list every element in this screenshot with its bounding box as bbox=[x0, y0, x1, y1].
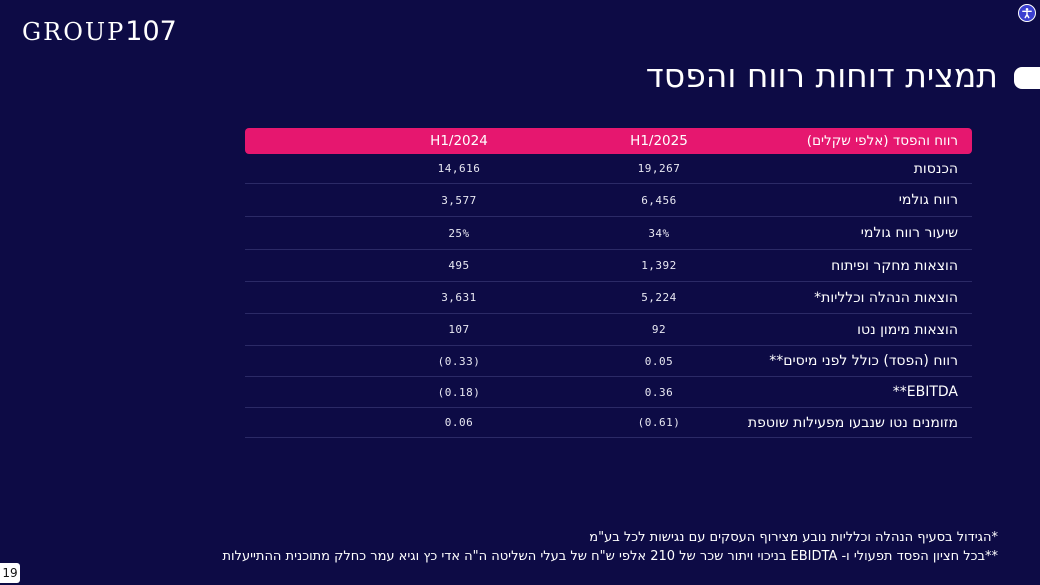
footnote: *הגידול בסעיף הנהלה וכלליות נובע מצירוף … bbox=[589, 530, 998, 545]
table-row: רווח גולמי 6,456 3,577 bbox=[245, 184, 972, 217]
row-value-2024: 14,616 bbox=[437, 162, 481, 175]
pnl-table: רווח והפסד (אלפי שקלים) H1/2025 H1/2024 … bbox=[245, 128, 972, 438]
table-header: רווח והפסד (אלפי שקלים) H1/2025 H1/2024 bbox=[245, 128, 972, 154]
row-value-2024: (0.33) bbox=[437, 354, 481, 368]
table-row: EBITDA** 0.36 (0.18) bbox=[245, 377, 972, 408]
row-value-2025: 5,224 bbox=[641, 291, 677, 304]
row-value-2024: 495 bbox=[448, 259, 470, 272]
logo-text: GROUP bbox=[22, 18, 126, 46]
row-label: רווח גולמי bbox=[898, 192, 958, 208]
company-logo: GROUP107 bbox=[22, 16, 177, 47]
footnote: **בכל חציון הפסד תפעולי ו- EBIDTA בניכוי… bbox=[222, 549, 998, 564]
row-value-2024: 25% bbox=[448, 226, 470, 240]
table-row: הוצאות הנהלה וכלליות* 5,224 3,631 bbox=[245, 282, 972, 314]
row-label: הוצאות הנהלה וכלליות* bbox=[814, 289, 958, 306]
table-row: רווח (הפסד) כולל לפני מיסים** 0.05 (0.33… bbox=[245, 346, 972, 377]
footnotes: *הגידול בסעיף הנהלה וכלליות נובע מצירוף … bbox=[222, 528, 998, 566]
table-row: הוצאות מחקר ופיתוח 1,392 495 bbox=[245, 250, 972, 282]
row-value-2024: 0.06 bbox=[444, 416, 474, 429]
row-value-2025: 19,267 bbox=[637, 162, 681, 175]
row-value-2024: (0.18) bbox=[437, 385, 481, 399]
row-value-2025: 1,392 bbox=[641, 259, 677, 272]
row-label: מזומנים נטו שנבעו מפעילות שוטפת bbox=[747, 414, 958, 431]
table-row: שיעור רווח גולמי 34% 25% bbox=[245, 217, 972, 250]
row-value-2024: 107 bbox=[448, 323, 470, 336]
header-h1-2024: H1/2024 bbox=[430, 133, 488, 149]
row-value-2025: 92 bbox=[651, 323, 667, 336]
row-label: שיעור רווח גולמי bbox=[860, 225, 958, 241]
row-value-2025: 0.36 bbox=[644, 385, 674, 399]
row-value-2024: 3,631 bbox=[441, 291, 477, 304]
row-label: הכנסות bbox=[913, 160, 958, 177]
row-label: הוצאות מחקר ופיתוח bbox=[831, 257, 958, 274]
row-value-2025: 6,456 bbox=[641, 193, 677, 207]
header-h1-2025: H1/2025 bbox=[630, 133, 688, 149]
row-label: הוצאות מימון נטו bbox=[857, 321, 958, 338]
accessibility-icon[interactable] bbox=[1018, 4, 1036, 22]
title-accent-pill bbox=[1014, 67, 1040, 89]
header-label: רווח והפסד (אלפי שקלים) bbox=[806, 133, 958, 149]
table-row: מזומנים נטו שנבעו מפעילות שוטפת (0.61) 0… bbox=[245, 408, 972, 438]
row-label: EBITDA** bbox=[892, 384, 958, 400]
row-label: רווח (הפסד) כולל לפני מיסים** bbox=[769, 353, 958, 369]
logo-number: 107 bbox=[125, 16, 177, 47]
row-value-2025: 34% bbox=[648, 226, 670, 240]
table-row: הכנסות 19,267 14,616 bbox=[245, 154, 972, 184]
page-number: 19 bbox=[0, 563, 20, 583]
page-title: תמצית דוחות רווח והפסד bbox=[645, 56, 998, 95]
row-value-2024: 3,577 bbox=[441, 193, 477, 207]
table-row: הוצאות מימון נטו 92 107 bbox=[245, 314, 972, 346]
row-value-2025: 0.05 bbox=[644, 354, 674, 368]
row-value-2025: (0.61) bbox=[637, 416, 681, 429]
